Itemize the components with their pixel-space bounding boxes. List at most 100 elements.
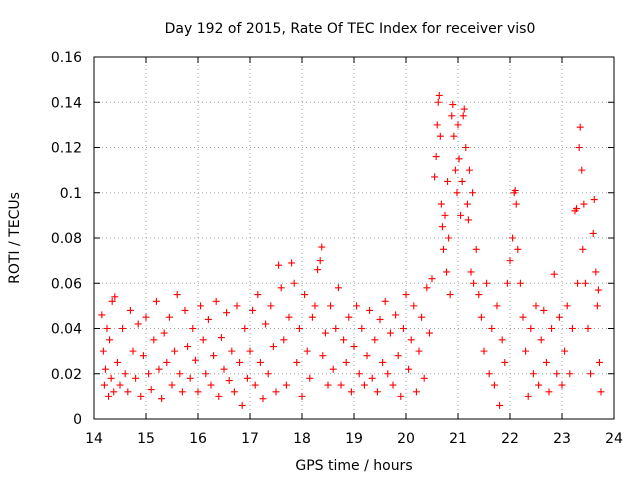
x-tick-label: 23 <box>553 431 571 447</box>
y-tick-label: 0.16 <box>51 50 82 66</box>
data-point <box>334 284 342 292</box>
data-point <box>445 234 453 242</box>
data-point <box>581 279 589 287</box>
data-point <box>423 284 431 292</box>
data-point <box>228 347 236 355</box>
data-point <box>548 325 556 332</box>
data-point <box>563 302 571 310</box>
data-point <box>199 336 207 344</box>
data-point <box>593 302 601 310</box>
data-point <box>540 306 548 314</box>
data-point <box>580 200 588 208</box>
data-point <box>597 388 605 396</box>
data-point <box>204 315 212 323</box>
data-point <box>477 313 485 321</box>
data-point <box>303 347 311 355</box>
data-point <box>132 374 140 382</box>
data-point <box>555 313 563 321</box>
data-point <box>522 347 530 355</box>
data-point <box>568 325 576 332</box>
data-point <box>402 291 410 299</box>
data-point <box>181 306 189 314</box>
chart-title: Day 192 of 2015, Rate Of TEC Index for r… <box>165 21 536 37</box>
data-point <box>353 302 361 310</box>
data-point <box>107 374 115 382</box>
data-point <box>254 291 262 299</box>
data-point <box>464 216 472 224</box>
data-point <box>527 325 535 332</box>
data-point <box>259 395 267 403</box>
data-point <box>246 347 254 355</box>
data-point <box>197 302 205 310</box>
data-point <box>410 302 418 310</box>
data-point <box>516 279 524 287</box>
data-point <box>111 293 119 301</box>
data-point <box>134 320 142 328</box>
data-point <box>574 279 582 287</box>
data-point <box>171 347 179 355</box>
data-point <box>472 245 480 253</box>
data-point <box>301 291 309 299</box>
data-point <box>542 358 550 366</box>
data-point <box>360 381 368 389</box>
data-point <box>392 311 400 319</box>
data-point <box>467 268 475 276</box>
data-point <box>267 302 275 310</box>
data-point <box>316 257 324 265</box>
y-axis-label: ROTI / TECUs <box>7 192 23 284</box>
data-point <box>529 370 537 378</box>
data-point <box>194 388 202 396</box>
data-point <box>561 347 569 355</box>
data-point <box>110 388 118 396</box>
data-point <box>220 365 228 373</box>
data-point <box>272 388 280 396</box>
data-point <box>420 374 428 382</box>
data-point <box>347 388 355 396</box>
data-point <box>108 297 116 305</box>
data-point <box>269 343 277 351</box>
data-point <box>158 395 166 403</box>
data-point <box>129 347 137 355</box>
data-point <box>189 325 197 332</box>
data-point <box>496 401 504 409</box>
data-point <box>256 358 264 366</box>
data-point <box>251 381 259 389</box>
data-point <box>397 392 405 400</box>
data-point <box>314 266 322 274</box>
data-point <box>121 370 129 378</box>
data-point <box>238 401 246 409</box>
y-tick-label: 0 <box>73 412 82 428</box>
data-point <box>191 356 199 364</box>
data-point <box>207 381 215 389</box>
data-point <box>101 365 109 373</box>
data-point <box>431 173 439 181</box>
data-point <box>389 381 397 389</box>
x-tick-label: 21 <box>449 431 467 447</box>
data-point <box>592 268 600 276</box>
data-point <box>493 302 501 310</box>
data-point <box>532 302 540 310</box>
data-point <box>225 377 233 385</box>
data-point <box>458 177 466 185</box>
data-point <box>415 347 423 355</box>
data-point <box>106 336 114 344</box>
y-tick-label: 0.14 <box>51 95 82 111</box>
data-point <box>288 259 296 267</box>
data-point <box>381 297 389 305</box>
data-point <box>545 388 553 396</box>
data-point <box>470 279 478 287</box>
data-point <box>444 177 452 185</box>
data-point <box>147 386 155 394</box>
data-point <box>436 132 444 140</box>
y-tick-label: 0.04 <box>51 322 82 338</box>
data-point <box>285 313 293 321</box>
data-points-layer <box>98 91 605 409</box>
data-point <box>212 297 220 305</box>
x-tick-label: 14 <box>85 431 103 447</box>
x-tick-label: 19 <box>345 431 363 447</box>
data-point <box>509 234 517 242</box>
data-point <box>448 112 456 120</box>
data-point <box>295 325 303 332</box>
data-point <box>345 313 353 321</box>
